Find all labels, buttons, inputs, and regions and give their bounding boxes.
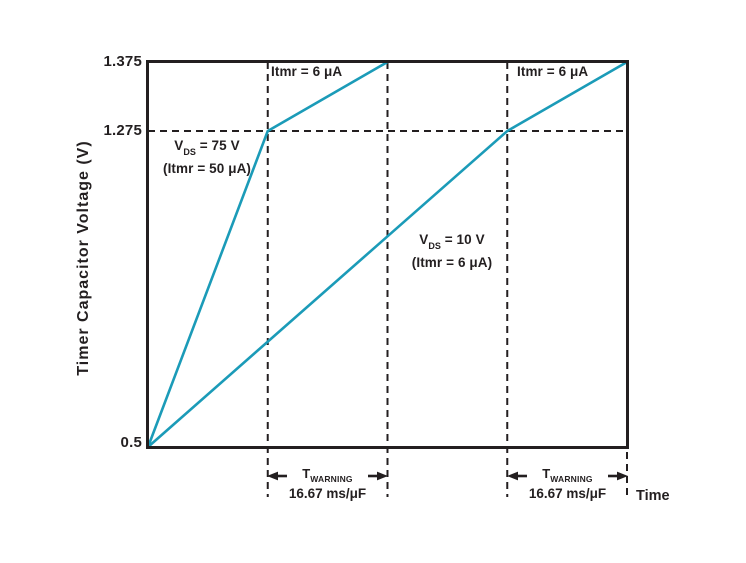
vds-10v-annotation: VDS = 10 V (Itmr = 6 μA) [397,231,507,271]
y-tick-0-5: 0.5 [120,434,142,451]
vds-10v-line1: VDS = 10 V [419,232,485,251]
y-tick-1-375: 1.375 [103,53,142,70]
arrow-right-icon [368,471,388,481]
warning-window-1: TWARNING 16.67 ms/μF [267,465,388,501]
arrow-right-icon [608,471,628,481]
warning-window-1-arrows: TWARNING [267,465,388,485]
x-axis-title: Time [636,488,670,504]
itmr-6ua-label-left: Itmr = 6 μA [271,64,343,79]
t-warning-label-2: TWARNING [542,465,593,485]
y-tick-1-275: 1.275 [103,122,142,139]
warning-window-2: TWARNING 16.67 ms/μF [507,465,628,501]
warning-duration-1: 16.67 ms/μF [288,486,367,501]
plot-area [146,60,629,449]
vds-75v-line1: VDS = 75 V [174,138,240,157]
warning-duration-2: 16.67 ms/μF [528,486,607,501]
t-warning-label-1: TWARNING [302,465,353,485]
vds-10v-line2: (Itmr = 6 μA) [411,254,493,270]
y-axis-title: Timer Capacitor Voltage (V) [75,140,92,376]
vds-75v-line2: (Itmr = 50 μA) [162,160,252,176]
vds-75v-annotation: VDS = 75 V (Itmr = 50 μA) [152,137,262,177]
itmr-6ua-label-right: Itmr = 6 μA [517,64,589,79]
warning-window-2-arrows: TWARNING [507,465,628,485]
arrow-left-icon [507,471,527,481]
arrow-left-icon [267,471,287,481]
